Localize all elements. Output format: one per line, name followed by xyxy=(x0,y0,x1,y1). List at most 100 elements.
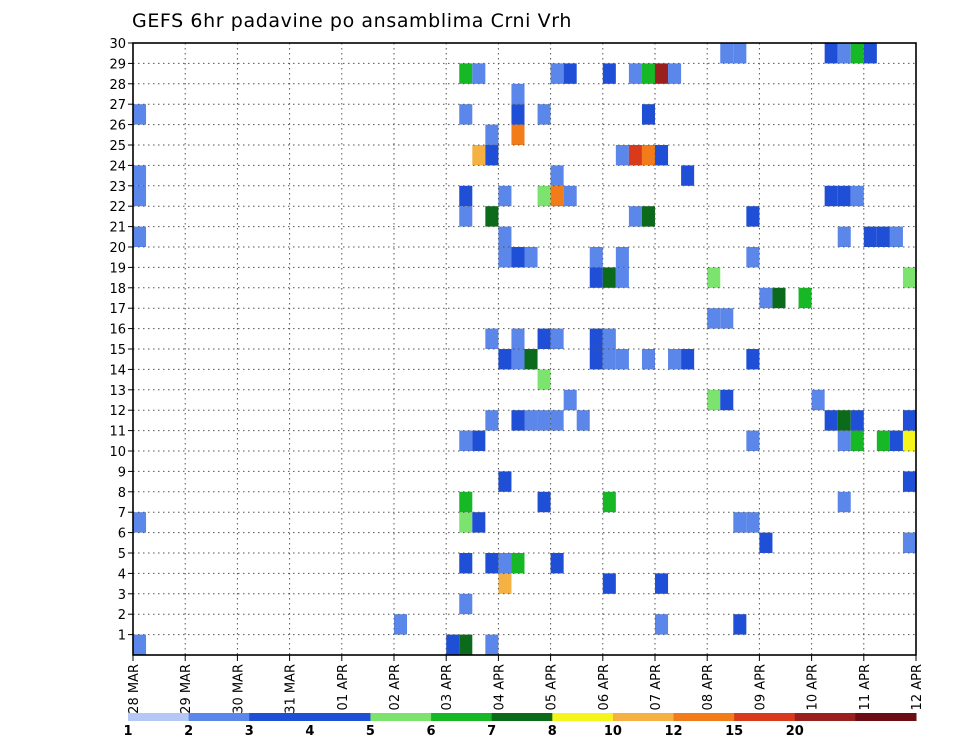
heatmap-cell xyxy=(472,145,486,166)
heatmap-cell xyxy=(902,430,916,451)
heatmap-cell xyxy=(902,410,916,431)
heatmap-cell xyxy=(641,63,655,84)
y-axis-ticks: 1234567891011121314151617181920212223242… xyxy=(109,37,133,644)
heatmap-cell xyxy=(485,124,499,145)
heatmap-cell xyxy=(133,165,147,186)
heatmap-cell xyxy=(850,185,864,207)
heatmap-cell xyxy=(837,410,851,431)
y-tick-label: 18 xyxy=(109,282,126,297)
heatmap-cell xyxy=(394,614,408,635)
heatmap-cell xyxy=(498,553,512,574)
heatmap-cell xyxy=(485,410,499,431)
y-tick-label: 23 xyxy=(109,180,126,195)
y-tick-label: 16 xyxy=(109,323,126,338)
y-tick-label: 5 xyxy=(118,547,126,562)
colorbar-label: 1 xyxy=(123,724,132,739)
x-tick-label: 31 MAR xyxy=(284,664,299,714)
heatmap-cell xyxy=(641,349,655,370)
y-tick-label: 22 xyxy=(109,200,126,215)
heatmap-cell xyxy=(459,206,473,227)
x-tick-label: 02 APR xyxy=(388,664,403,710)
heatmap-cell xyxy=(681,349,695,370)
heatmap-cell xyxy=(563,389,577,411)
heatmap-cell xyxy=(511,124,525,145)
heatmap-cell xyxy=(668,63,682,84)
heatmap-cell xyxy=(902,471,916,492)
x-tick-label: 05 APR xyxy=(545,664,560,710)
x-tick-label: 29 MAR xyxy=(179,664,194,714)
heatmap-cell xyxy=(498,226,512,247)
colorbar-label: 12 xyxy=(664,724,682,739)
heatmap-cell xyxy=(759,287,773,309)
chart-title: GEFS 6hr padavine po ansamblima Crni Vrh xyxy=(132,10,572,32)
colorbar-label: 2 xyxy=(184,724,193,739)
colorbar-swatch xyxy=(491,713,553,721)
heatmap-cell xyxy=(537,185,551,207)
colorbar-swatch xyxy=(855,713,917,721)
heatmap-cell xyxy=(850,410,864,431)
heatmap-cell xyxy=(537,491,551,513)
heatmap-cell xyxy=(746,512,760,533)
colorbar-swatch xyxy=(128,713,190,721)
colorbar-swatch xyxy=(734,713,796,721)
dotted-grid xyxy=(133,43,916,655)
heatmap-cell xyxy=(589,328,603,349)
heatmap-cell xyxy=(576,410,590,431)
heatmap-cell xyxy=(746,430,760,451)
heatmap-cell xyxy=(459,430,473,451)
colorbar-swatch xyxy=(188,713,250,721)
heatmap-cell xyxy=(720,308,734,329)
colorbar-swatch xyxy=(673,713,735,721)
x-tick-label: 03 APR xyxy=(440,664,455,710)
y-tick-label: 7 xyxy=(118,506,126,521)
y-tick-label: 17 xyxy=(109,302,126,317)
heatmap-cell xyxy=(537,104,551,125)
y-tick-label: 20 xyxy=(109,241,126,256)
heatmap-cell xyxy=(746,206,760,227)
heatmap-cell xyxy=(863,226,877,247)
y-tick-label: 11 xyxy=(109,425,126,440)
x-tick-label: 08 APR xyxy=(701,664,716,710)
x-tick-label: 07 APR xyxy=(649,664,664,710)
colorbar-swatch xyxy=(309,713,371,721)
heatmap-cell xyxy=(902,532,916,553)
heatmap-cell xyxy=(563,63,577,84)
heatmap-cell xyxy=(550,328,564,349)
y-tick-label: 24 xyxy=(109,159,126,174)
heatmap-cell xyxy=(550,410,564,431)
heatmap-cell xyxy=(537,410,551,431)
heatmap-cell xyxy=(850,43,864,64)
heatmap-cell xyxy=(485,145,499,166)
colorbar-swatch xyxy=(431,713,493,721)
heatmap-cell xyxy=(746,247,760,268)
heatmap-cell xyxy=(133,634,147,655)
heatmap-cell xyxy=(563,185,577,207)
heatmap-cells xyxy=(133,43,916,655)
x-tick-label: 28 MAR xyxy=(127,664,142,714)
heatmap-cell xyxy=(459,512,473,533)
heatmap-cell xyxy=(837,43,851,64)
colorbar-label: 7 xyxy=(487,724,496,739)
heatmap-cell xyxy=(811,389,825,411)
y-tick-label: 15 xyxy=(109,343,126,358)
heatmap-cell xyxy=(733,43,747,64)
heatmap-cell xyxy=(498,573,512,594)
heatmap-cell xyxy=(707,267,721,288)
heatmap-cell xyxy=(589,267,603,288)
heatmap-cell xyxy=(133,104,147,125)
y-tick-label: 8 xyxy=(118,486,126,501)
colorbar-swatch xyxy=(612,713,675,721)
heatmap-cell xyxy=(746,349,760,370)
heatmap-cell xyxy=(498,349,512,370)
heatmap-cell xyxy=(733,512,747,533)
heatmap-cell xyxy=(641,104,655,125)
heatmap-cell xyxy=(472,63,486,84)
heatmap-cell xyxy=(798,287,812,309)
heatmap-cell xyxy=(511,104,525,125)
y-tick-label: 26 xyxy=(109,119,126,134)
x-tick-label: 06 APR xyxy=(597,664,612,710)
heatmap-cell xyxy=(550,185,564,207)
heatmap-cell xyxy=(720,43,734,64)
heatmap-cell xyxy=(498,471,512,492)
